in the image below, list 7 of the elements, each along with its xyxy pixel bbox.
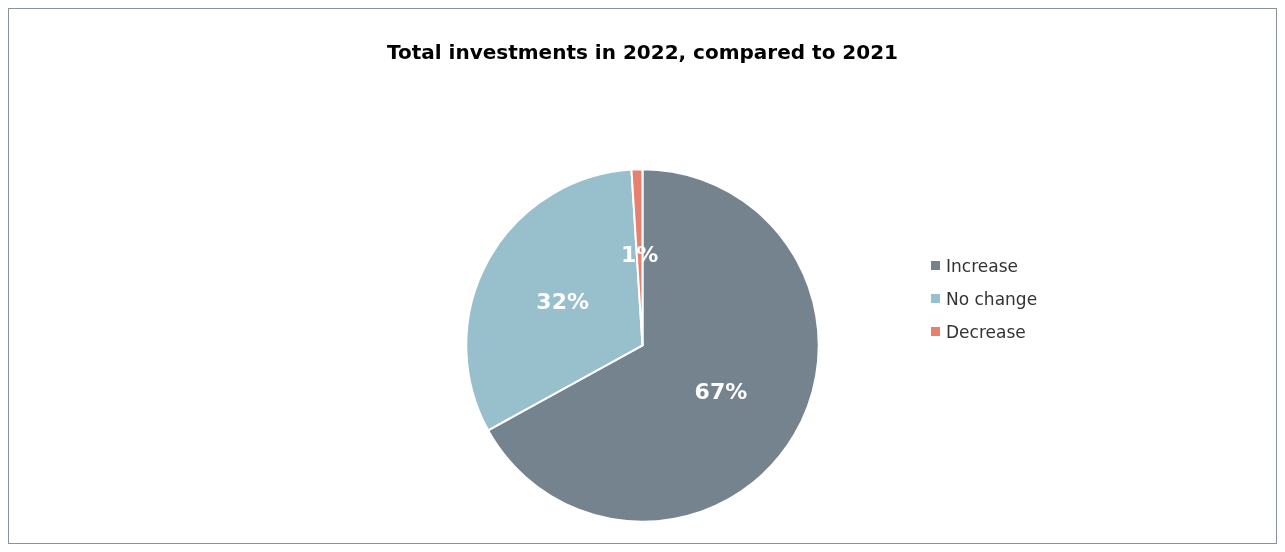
legend-label: No change — [946, 288, 1038, 309]
data-label: 1% — [620, 241, 659, 267]
legend-label: Decrease — [946, 321, 1026, 342]
chart-title: Total investments in 2022, compared to 2021 — [387, 40, 898, 64]
data-label: 67% — [694, 379, 748, 405]
data-label: 32% — [536, 289, 589, 315]
legend-label: Increase — [946, 255, 1018, 276]
